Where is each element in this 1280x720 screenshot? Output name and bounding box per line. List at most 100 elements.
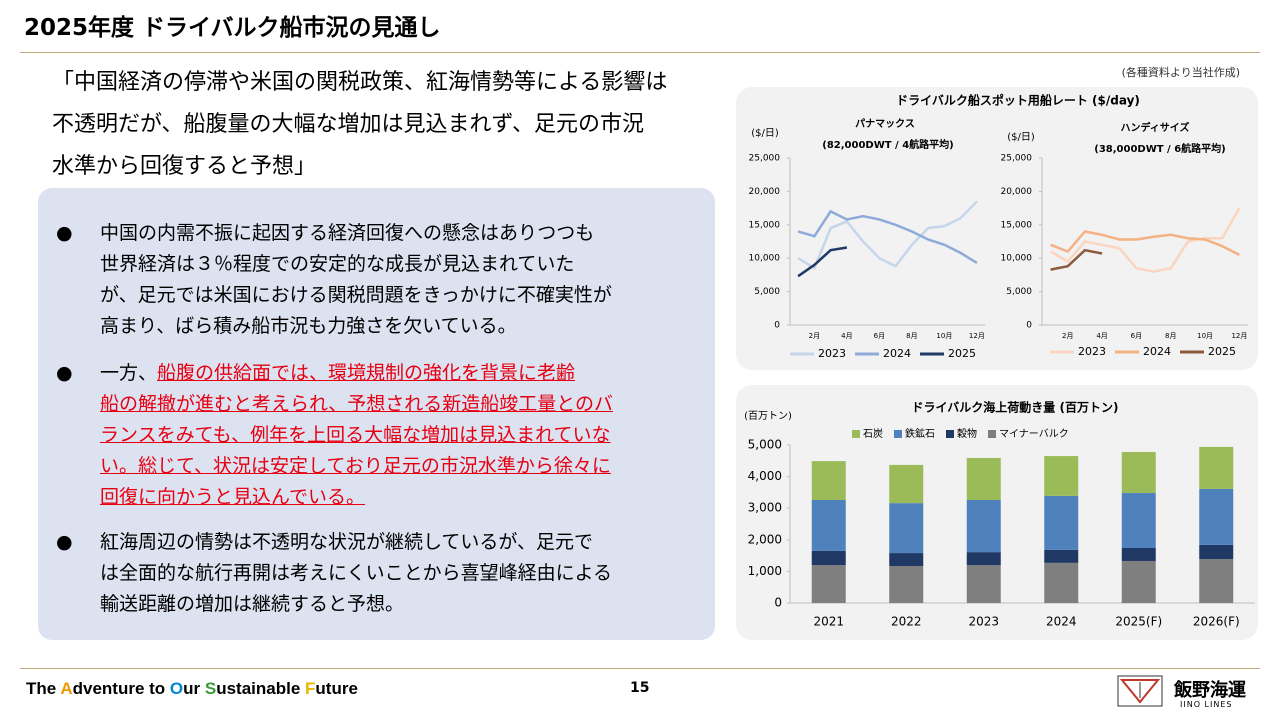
- quote-line: 「中国経済の停滞や米国の関税政策、紅海情勢等による影響は: [52, 70, 668, 95]
- bar-segment: [889, 503, 924, 554]
- y-tick-label: 15,000: [1001, 220, 1033, 230]
- y-tick-label: 10,000: [1001, 254, 1033, 264]
- bullet-text: 中国の内需不振に起因する経済回復への懸念はありつつも: [100, 222, 595, 244]
- slogan-part: ustainable: [216, 679, 306, 698]
- legend-swatch: [852, 430, 860, 438]
- y-tick-label: 5,000: [1006, 287, 1032, 297]
- bullet-text: ランスをみても、例年を上回る大幅な増加は見込まれていな: [100, 424, 611, 446]
- bar-segment: [1044, 456, 1079, 496]
- x-tick-label: 12月: [969, 332, 985, 340]
- slogan-part: A: [60, 679, 73, 698]
- bullet-text: い。総じて、状況は安定しており足元の市況水準から徐々に: [100, 455, 611, 477]
- y-tick-label: 2,000: [748, 532, 782, 546]
- bar-segment: [811, 565, 846, 603]
- slogan-part: S: [204, 679, 217, 698]
- bullet-line: 一方、船腹の供給面では、環境規制の強化を背景に老齢: [100, 358, 613, 389]
- bar-segment: [811, 499, 846, 551]
- x-tick-label: 12月: [1231, 332, 1247, 340]
- y-tick-label: 5,000: [748, 438, 782, 452]
- slogan-part: uture: [315, 679, 358, 698]
- logo-subtext: IINO LINES: [1180, 700, 1233, 709]
- bar-segment: [1044, 549, 1079, 563]
- line-series: [1050, 230, 1240, 257]
- bullet-text: 世界経済は３％程度での安定的な成長が見込まれていた: [100, 253, 575, 275]
- y-tick-label: 25,000: [1001, 154, 1033, 164]
- y-tick-label: 3,000: [748, 501, 782, 515]
- bullet-line: 高まり、ばら積み船市況も力強さを欠いている。: [100, 311, 612, 342]
- slogan-part: ur: [183, 679, 205, 698]
- bullet-text: 輸送距離の増加は継続すると予想。: [100, 593, 405, 615]
- bar-segment: [811, 461, 846, 500]
- legend-label: 2023: [1078, 345, 1106, 358]
- bullet-line: 輸送距離の増加は継続すると予想。: [100, 589, 612, 620]
- legend-label: 鉄鉱石: [905, 427, 935, 440]
- line-series: [797, 246, 848, 278]
- bar-segment: [966, 499, 1001, 553]
- y-tick-label: 4,000: [748, 469, 782, 483]
- bullet-box: [38, 188, 715, 640]
- legend-label: 石炭: [863, 427, 883, 440]
- y-axis-label: ($/日): [751, 128, 779, 139]
- bullet-text: 船の解撤が進むと考えられ、予想される新造船竣工量とのバ: [100, 393, 614, 415]
- x-tick-label: 4月: [841, 332, 852, 340]
- x-tick-label: 2月: [1062, 332, 1073, 340]
- y-tick-label: 25,000: [749, 154, 781, 164]
- bullet-line: 紅海周辺の情勢は不透明な状況が継続しているが、足元で: [100, 527, 612, 558]
- bar-segment: [889, 566, 924, 603]
- bullet-dot: ●: [56, 222, 73, 244]
- y-tick-label: 0: [774, 596, 782, 610]
- slogan-part: O: [169, 679, 184, 698]
- slogan: The Adventure to Our Sustainable Future: [26, 679, 358, 699]
- slogan-part: The: [26, 679, 61, 698]
- bullet-text: 高まり、ばら積み船市況も力強さを欠いている。: [100, 315, 517, 337]
- bar-segment: [1121, 560, 1156, 603]
- y-tick-label: 0: [1026, 321, 1032, 331]
- bullet-line: が、足元では米国における関税問題をきっかけに不確実性が: [100, 280, 612, 311]
- bar-segment: [889, 553, 924, 567]
- panel: [736, 87, 1258, 370]
- legend-label: 2025: [948, 347, 976, 360]
- y-tick-label: 20,000: [1001, 187, 1033, 197]
- x-tick-label: 2024: [1046, 615, 1077, 629]
- bullet-line: い。総じて、状況は安定しており足元の市況水準から徐々に: [100, 451, 613, 482]
- line-series: [797, 209, 978, 264]
- chart-title: パナマックス: [855, 118, 915, 130]
- y-tick-label: 10,000: [749, 254, 781, 264]
- chart-subtitle: (82,000DWT / 4航路平均): [822, 138, 953, 151]
- slide-title: 2025年度 ドライバルク船市況の見通し: [24, 15, 441, 41]
- bar-segment: [1199, 559, 1234, 603]
- legend-swatch: [894, 430, 902, 438]
- bullet-line: は全面的な航行再開は考えにくいことから喜望峰経由による: [100, 558, 612, 589]
- legend-label: 2025: [1208, 345, 1236, 358]
- y-axis-label: ($/日): [1007, 132, 1035, 143]
- y-tick-label: 1,000: [748, 564, 782, 578]
- chart-subtitle: (38,000DWT / 6航路平均): [1094, 142, 1225, 155]
- bullet-dot: ●: [56, 362, 73, 384]
- bullet: ● 紅海周辺の情勢は不透明な状況が継続しているが、足元で は全面的な航行再開は考えに…: [56, 527, 612, 620]
- legend-swatch: [946, 430, 954, 438]
- quote-line: 水準から回復すると予想」: [52, 154, 317, 179]
- legend-label: 穀物: [957, 427, 977, 440]
- x-tick-label: 10月: [1197, 332, 1213, 340]
- x-tick-label: 2025(F): [1115, 615, 1162, 629]
- bar-segment: [966, 457, 1001, 500]
- x-tick-label: 8月: [906, 332, 917, 340]
- bar-segment: [811, 550, 846, 566]
- bar-segment: [1044, 562, 1079, 603]
- x-tick-label: 2021: [813, 615, 844, 629]
- line-series: [1049, 207, 1241, 273]
- bullet-text: 船腹の供給面では、環境規制の強化を背景に老齢: [157, 362, 576, 384]
- bar-segment: [889, 464, 924, 504]
- x-tick-label: 2026(F): [1193, 615, 1240, 629]
- chart-title: ハンディサイズ: [1121, 121, 1190, 134]
- bullet: ● 一方、船腹の供給面では、環境規制の強化を背景に老齢船の解撤が進むと考えられ、予…: [56, 358, 614, 513]
- logo-text: 飯野海運: [1174, 680, 1246, 701]
- rule: [20, 52, 1260, 53]
- page-number: 15: [630, 680, 650, 696]
- bar-segment: [966, 552, 1001, 566]
- x-tick-label: 6月: [1131, 332, 1142, 340]
- y-tick-label: 5,000: [754, 287, 780, 297]
- quote-line: 不透明だが、船腹量の大幅な増加は見込まれず、足元の市況: [52, 112, 645, 137]
